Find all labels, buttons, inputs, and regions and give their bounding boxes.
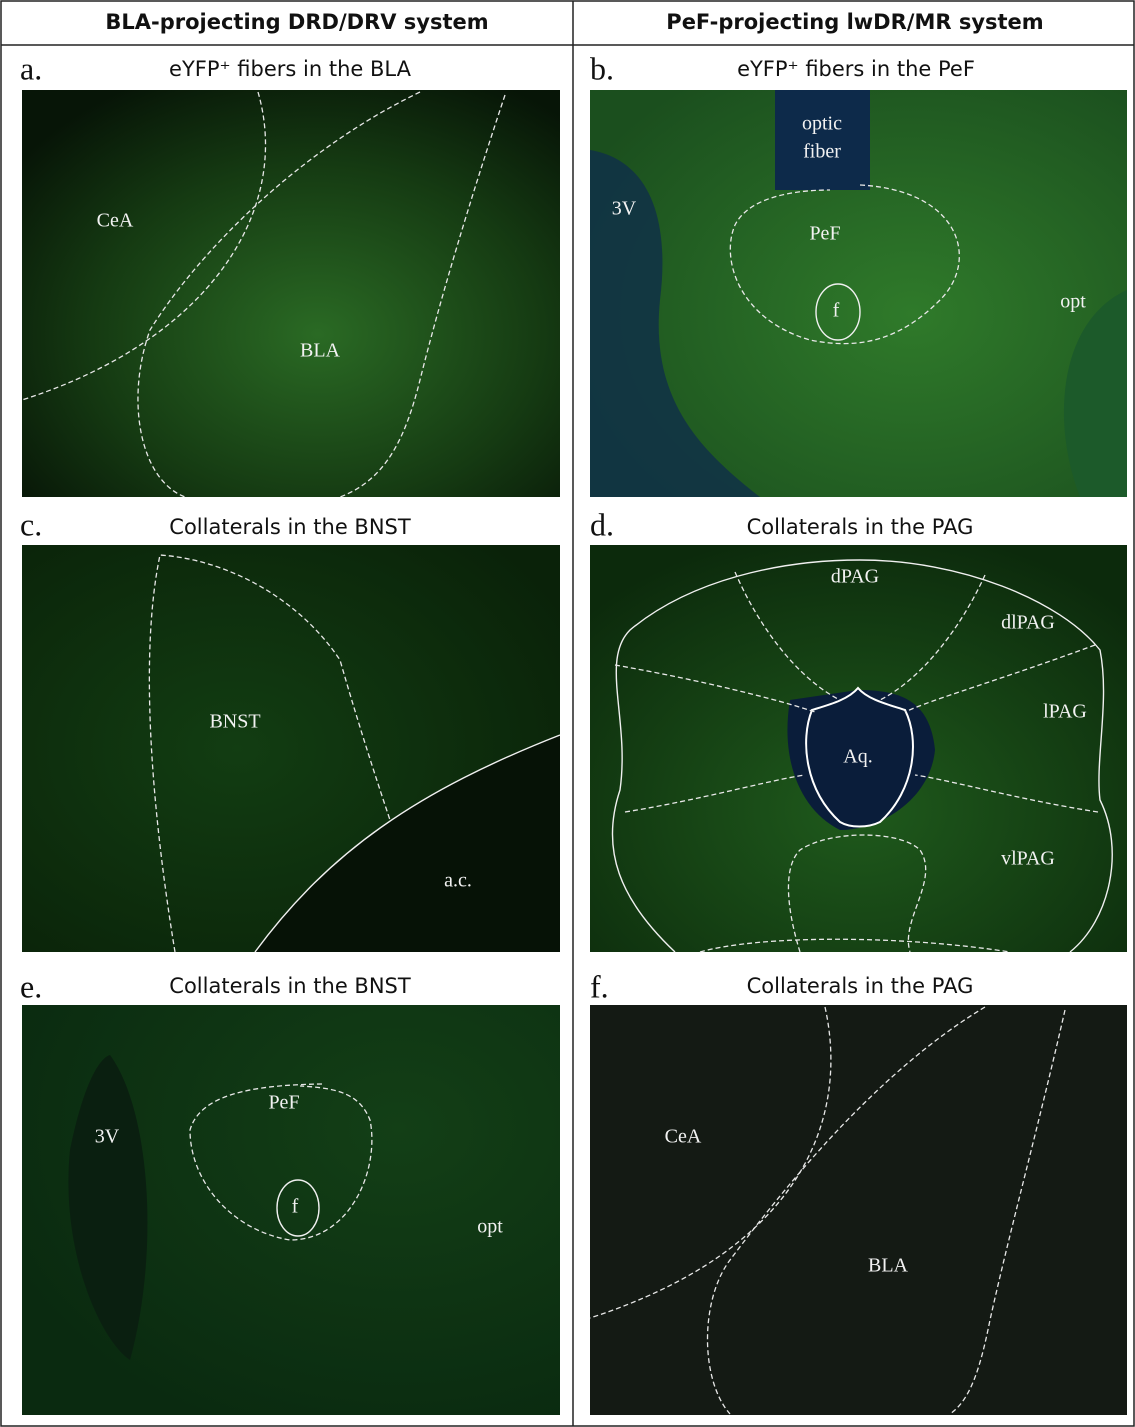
region-label: 3V [612, 198, 637, 220]
region-label: f [833, 300, 840, 322]
panel-title: Collaterals in the BNST [169, 515, 411, 539]
region-label: opt [1060, 291, 1086, 313]
panel-title: eYFP⁺ fibers in the PeF [737, 57, 975, 81]
panel-title: Collaterals in the PAG [747, 974, 974, 998]
region-label: CeA [97, 210, 134, 232]
region-label: PeF [809, 223, 840, 245]
column-title: BLA-projecting DRD/DRV system [105, 10, 488, 34]
region-label: BNST [209, 711, 260, 733]
region-label: lPAG [1043, 701, 1087, 723]
panel-letter: e. [20, 968, 42, 1004]
panel-letter: a. [20, 50, 42, 86]
region-label: PeF [268, 1092, 299, 1114]
region-label: CeA [665, 1126, 702, 1148]
region-label: BLA [868, 1255, 909, 1277]
region-label: BLA [300, 340, 341, 362]
panel-letter: b. [590, 50, 614, 86]
region-label: opt [477, 1216, 503, 1238]
panel-title: Collaterals in the PAG [747, 515, 974, 539]
region-label: dPAG [831, 566, 879, 588]
panel-letter: c. [20, 506, 42, 542]
micrograph [590, 1005, 1127, 1415]
micrograph [22, 90, 560, 497]
panel-title: eYFP⁺ fibers in the BLA [169, 57, 412, 81]
region-label: fiber [803, 141, 841, 163]
panel-title: Collaterals in the BNST [169, 974, 411, 998]
region-label: f [292, 1196, 299, 1218]
region-label: a.c. [444, 870, 472, 892]
column-title: PeF-projecting lwDR/MR system [666, 10, 1043, 34]
region-label: dlPAG [1001, 612, 1055, 634]
panel-letter: d. [590, 506, 614, 542]
region-label: Aq. [843, 746, 872, 768]
region-label: optic [802, 113, 842, 135]
region-label: 3V [95, 1126, 120, 1148]
panel-letter: f. [590, 968, 609, 1004]
region-label: vlPAG [1001, 848, 1055, 870]
figure: BLA-projecting DRD/DRV system PeF-projec… [0, 0, 1135, 1427]
